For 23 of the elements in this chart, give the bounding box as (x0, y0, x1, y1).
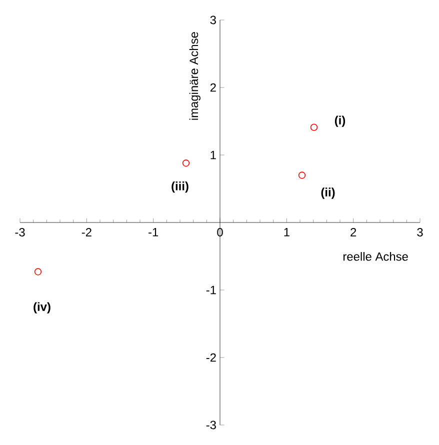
annotation: (i) (334, 116, 346, 127)
x-tick-label: -3 (15, 228, 25, 236)
y-tick-label: 2 (210, 83, 216, 92)
annotation: (iv) (34, 302, 50, 314)
point (310, 124, 318, 131)
y-tick-label: -2 (206, 353, 216, 362)
annotation: (ii) (321, 188, 335, 199)
x-axis-title: reelle Achse (343, 252, 408, 261)
annotation: (iii) (172, 182, 188, 193)
point (298, 172, 306, 179)
point (34, 268, 42, 276)
x-tick-label: -1 (148, 228, 158, 236)
y-axis-title: imaginäre Achse (189, 32, 200, 120)
point (182, 160, 190, 167)
y-tick-label: 3 (210, 16, 216, 24)
x-tick-label: 0 (217, 228, 223, 236)
x-tick-label: 2 (350, 228, 356, 236)
x-tick-label: 1 (284, 228, 290, 236)
x-tick-label: 3 (417, 228, 423, 236)
y-tick-label: -3 (206, 420, 216, 430)
y-tick-label: -1 (206, 286, 216, 294)
x-tick-label: -2 (82, 228, 92, 236)
y-tick-label: 1 (210, 150, 216, 160)
